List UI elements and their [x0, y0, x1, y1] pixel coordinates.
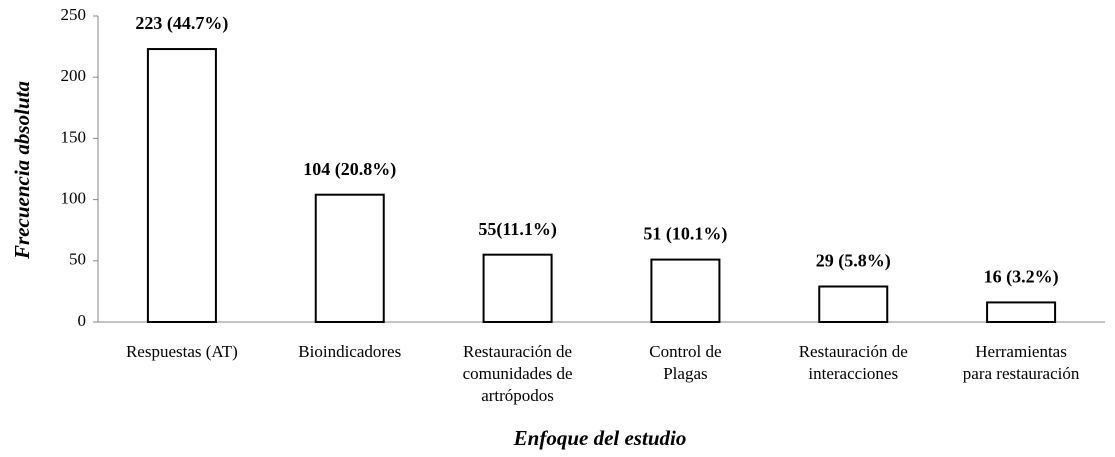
y-tick-label: 200: [61, 66, 87, 85]
x-tick-label: Plagas: [663, 364, 707, 383]
bar: [986, 301, 1057, 323]
x-tick-label: Control de: [649, 342, 721, 361]
bar: [650, 258, 721, 323]
y-tick-label: 150: [61, 127, 87, 146]
x-tick-label: interacciones: [808, 364, 898, 383]
value-label: 29 (5.8%): [816, 251, 891, 272]
bar: [146, 48, 217, 323]
y-tick-label: 50: [69, 250, 86, 269]
x-tick-label: Bioindicadores: [298, 342, 401, 361]
bar: [482, 253, 553, 323]
x-tick-label: artrópodos: [481, 386, 554, 405]
x-tick-label: Restauración de: [463, 342, 572, 361]
y-tick-label: 0: [78, 311, 87, 330]
x-tick-label: Respuestas (AT): [126, 342, 238, 361]
x-tick-label: Restauración de: [799, 342, 908, 361]
x-tick-label: comunidades de: [463, 364, 573, 383]
value-label: 51 (10.1%): [643, 224, 727, 245]
bar: [818, 285, 889, 323]
y-axis-title: Frecuencia absoluta: [10, 81, 34, 260]
x-tick-label: Herramientas: [975, 342, 1067, 361]
value-label: 55(11.1%): [478, 219, 557, 240]
y-tick-label: 100: [61, 189, 87, 208]
value-label: 223 (44.7%): [135, 13, 228, 34]
value-label: 16 (3.2%): [984, 267, 1059, 288]
y-tick-label: 250: [61, 5, 87, 24]
x-tick-label: para restauración: [963, 364, 1080, 383]
value-label: 104 (20.8%): [303, 159, 396, 180]
x-axis-title: Enfoque del estudio: [513, 426, 687, 450]
bar: [314, 193, 385, 323]
